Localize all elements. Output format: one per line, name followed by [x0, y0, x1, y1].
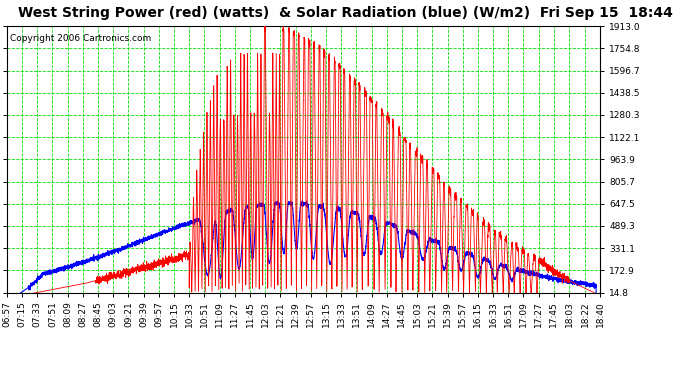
Text: Copyright 2006 Cartronics.com: Copyright 2006 Cartronics.com: [10, 34, 151, 43]
Text: West String Power (red) (watts)  & Solar Radiation (blue) (W/m2)  Fri Sep 15  18: West String Power (red) (watts) & Solar …: [17, 6, 673, 20]
